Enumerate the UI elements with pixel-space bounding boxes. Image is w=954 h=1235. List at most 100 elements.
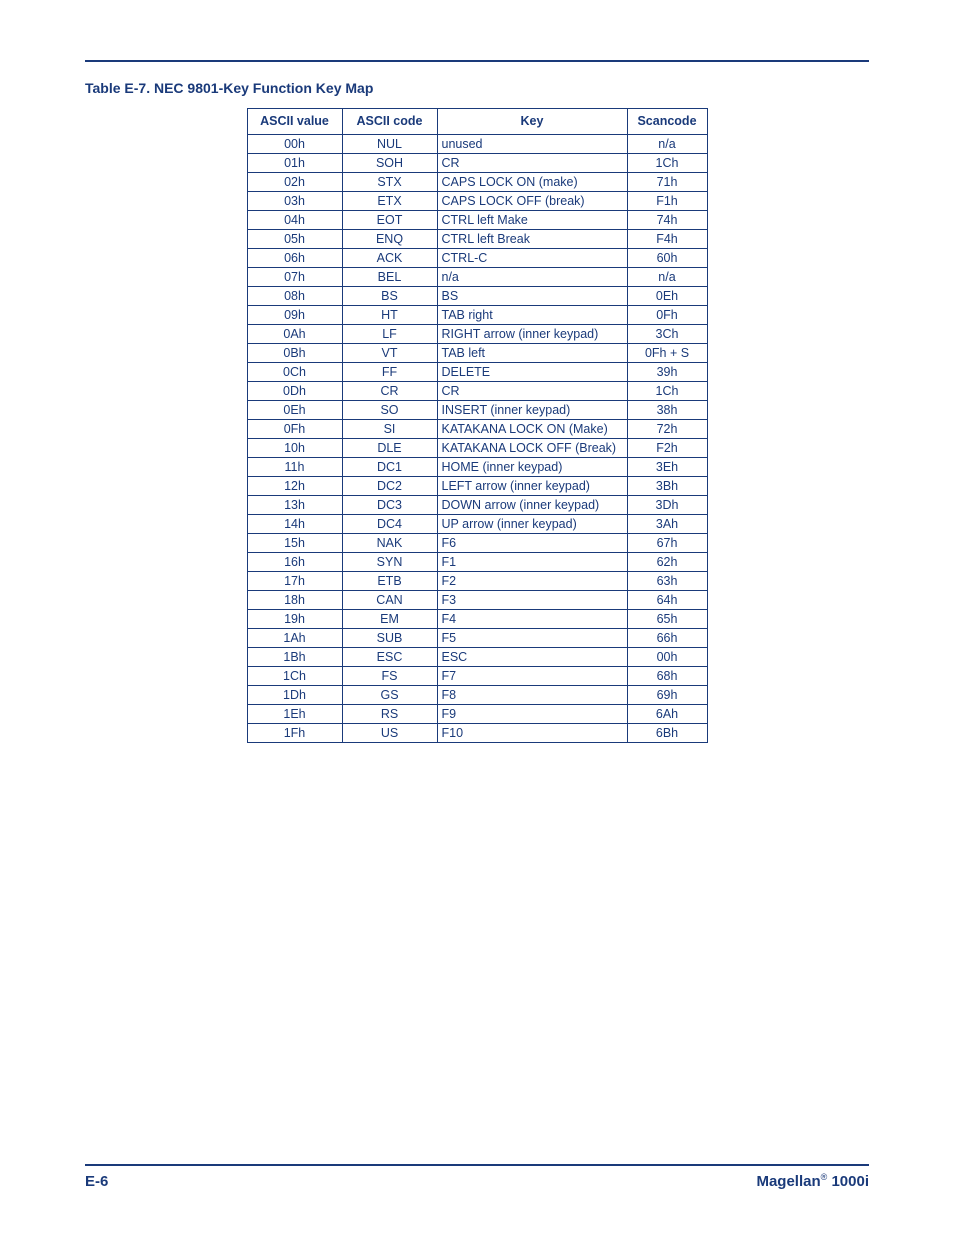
cell-code: ETX bbox=[342, 191, 437, 210]
cell-scan: n/a bbox=[627, 134, 707, 153]
cell-code: DC1 bbox=[342, 457, 437, 476]
cell-val: 0Eh bbox=[247, 400, 342, 419]
cell-key: HOME (inner keypad) bbox=[437, 457, 627, 476]
cell-scan: 6Bh bbox=[627, 723, 707, 742]
cell-val: 10h bbox=[247, 438, 342, 457]
cell-val: 08h bbox=[247, 286, 342, 305]
cell-code: LF bbox=[342, 324, 437, 343]
cell-code: STX bbox=[342, 172, 437, 191]
cell-scan: 62h bbox=[627, 552, 707, 571]
table-row: 0FhSIKATAKANA LOCK ON (Make)72h bbox=[247, 419, 707, 438]
cell-key: TAB left bbox=[437, 343, 627, 362]
cell-code: BEL bbox=[342, 267, 437, 286]
cell-val: 04h bbox=[247, 210, 342, 229]
cell-scan: 72h bbox=[627, 419, 707, 438]
cell-val: 0Dh bbox=[247, 381, 342, 400]
cell-scan: 3Ch bbox=[627, 324, 707, 343]
cell-code: FF bbox=[342, 362, 437, 381]
cell-val: 00h bbox=[247, 134, 342, 153]
cell-scan: 71h bbox=[627, 172, 707, 191]
cell-val: 17h bbox=[247, 571, 342, 590]
cell-code: DC4 bbox=[342, 514, 437, 533]
cell-key: n/a bbox=[437, 267, 627, 286]
cell-code: ETB bbox=[342, 571, 437, 590]
cell-val: 14h bbox=[247, 514, 342, 533]
cell-key: RIGHT arrow (inner keypad) bbox=[437, 324, 627, 343]
cell-scan: 3Ah bbox=[627, 514, 707, 533]
table-row: 08hBSBS0Eh bbox=[247, 286, 707, 305]
cell-scan: F4h bbox=[627, 229, 707, 248]
cell-val: 0Ah bbox=[247, 324, 342, 343]
cell-scan: 3Eh bbox=[627, 457, 707, 476]
cell-code: FS bbox=[342, 666, 437, 685]
cell-code: ACK bbox=[342, 248, 437, 267]
cell-val: 11h bbox=[247, 457, 342, 476]
cell-key: CTRL left Break bbox=[437, 229, 627, 248]
cell-key: LEFT arrow (inner keypad) bbox=[437, 476, 627, 495]
table-row: 15hNAKF667h bbox=[247, 533, 707, 552]
table-row: 0ChFFDELETE39h bbox=[247, 362, 707, 381]
table-row: 12hDC2LEFT arrow (inner keypad)3Bh bbox=[247, 476, 707, 495]
cell-scan: 0Eh bbox=[627, 286, 707, 305]
table-row: 00hNULunusedn/a bbox=[247, 134, 707, 153]
cell-scan: 39h bbox=[627, 362, 707, 381]
cell-val: 1Fh bbox=[247, 723, 342, 742]
table-row: 1EhRSF96Ah bbox=[247, 704, 707, 723]
cell-scan: 65h bbox=[627, 609, 707, 628]
cell-scan: 68h bbox=[627, 666, 707, 685]
cell-key: INSERT (inner keypad) bbox=[437, 400, 627, 419]
cell-scan: 0Fh + S bbox=[627, 343, 707, 362]
cell-scan: 1Ch bbox=[627, 381, 707, 400]
cell-code: SI bbox=[342, 419, 437, 438]
cell-code: CAN bbox=[342, 590, 437, 609]
brand-name: Magellan bbox=[756, 1173, 820, 1190]
table-row: 06hACKCTRL-C60h bbox=[247, 248, 707, 267]
col-scancode: Scancode bbox=[627, 109, 707, 135]
cell-scan: 74h bbox=[627, 210, 707, 229]
cell-val: 19h bbox=[247, 609, 342, 628]
table-row: 16hSYNF162h bbox=[247, 552, 707, 571]
cell-scan: 3Bh bbox=[627, 476, 707, 495]
table-title: Table E-7. NEC 9801-Key Function Key Map bbox=[85, 80, 869, 96]
col-ascii-code: ASCII code bbox=[342, 109, 437, 135]
table-row: 1DhGSF869h bbox=[247, 685, 707, 704]
cell-val: 1Ah bbox=[247, 628, 342, 647]
cell-scan: 00h bbox=[627, 647, 707, 666]
cell-scan: 1Ch bbox=[627, 153, 707, 172]
cell-key: F1 bbox=[437, 552, 627, 571]
cell-code: GS bbox=[342, 685, 437, 704]
cell-key: F2 bbox=[437, 571, 627, 590]
cell-key: CR bbox=[437, 381, 627, 400]
cell-code: ENQ bbox=[342, 229, 437, 248]
table-row: 14hDC4UP arrow (inner keypad)3Ah bbox=[247, 514, 707, 533]
table-row: 04hEOTCTRL left Make74h bbox=[247, 210, 707, 229]
table-row: 0AhLFRIGHT arrow (inner keypad)3Ch bbox=[247, 324, 707, 343]
cell-val: 12h bbox=[247, 476, 342, 495]
table-row: 02hSTXCAPS LOCK ON (make)71h bbox=[247, 172, 707, 191]
table-row: 10hDLEKATAKANA LOCK OFF (Break)F2h bbox=[247, 438, 707, 457]
cell-scan: 6Ah bbox=[627, 704, 707, 723]
cell-code: DLE bbox=[342, 438, 437, 457]
cell-val: 03h bbox=[247, 191, 342, 210]
cell-val: 06h bbox=[247, 248, 342, 267]
cell-val: 02h bbox=[247, 172, 342, 191]
cell-val: 07h bbox=[247, 267, 342, 286]
cell-key: DELETE bbox=[437, 362, 627, 381]
table-row: 03hETXCAPS LOCK OFF (break)F1h bbox=[247, 191, 707, 210]
cell-code: NUL bbox=[342, 134, 437, 153]
col-ascii-value: ASCII value bbox=[247, 109, 342, 135]
cell-key: CAPS LOCK ON (make) bbox=[437, 172, 627, 191]
cell-val: 1Eh bbox=[247, 704, 342, 723]
cell-key: F3 bbox=[437, 590, 627, 609]
top-rule bbox=[85, 60, 869, 62]
cell-scan: 67h bbox=[627, 533, 707, 552]
table-row: 1ChFSF768h bbox=[247, 666, 707, 685]
table-row: 18hCANF364h bbox=[247, 590, 707, 609]
cell-key: F7 bbox=[437, 666, 627, 685]
cell-code: SO bbox=[342, 400, 437, 419]
cell-key: KATAKANA LOCK OFF (Break) bbox=[437, 438, 627, 457]
cell-scan: 64h bbox=[627, 590, 707, 609]
keymap-table: ASCII value ASCII code Key Scancode 00hN… bbox=[247, 108, 708, 743]
cell-scan: 3Dh bbox=[627, 495, 707, 514]
cell-val: 0Fh bbox=[247, 419, 342, 438]
